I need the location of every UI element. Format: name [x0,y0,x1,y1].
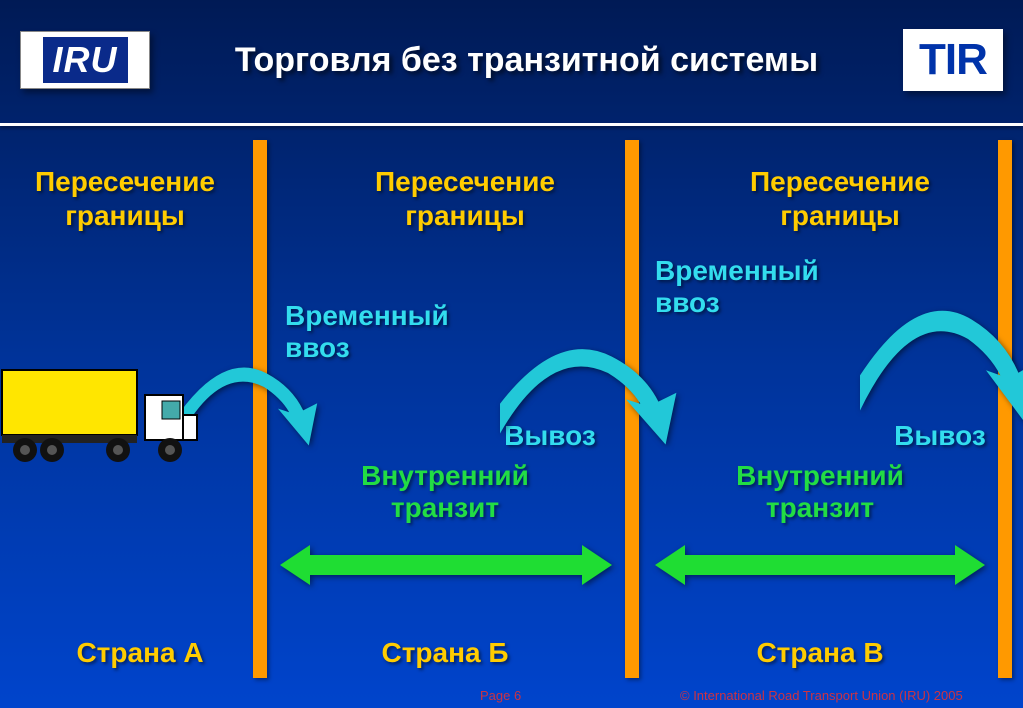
swoosh-arrow-0 [180,360,320,450]
footer-copyright: © International Road Transport Union (IR… [680,688,963,703]
crossing-label-1: Пересечениеграницы [340,165,590,232]
country-label-0: Страна А [40,637,240,669]
diagram: Пересечениеграницы Пересечениеграницы Пере… [0,140,1023,678]
swoosh-arrow-1 [500,340,680,450]
iru-logo-text: IRU [43,37,128,83]
transit-label-1: Внутреннийтранзит [675,460,965,524]
transit-arrow-1 [655,545,985,585]
country-label-2: Страна В [710,637,930,669]
swoosh-arrow-2 [860,300,1023,430]
iru-logo: IRU [20,31,150,89]
header: IRU Торговля без транзитной системы TIR [0,0,1023,120]
footer-page: Page 6 [480,688,521,703]
crossing-label-2: Пересечениеграницы [720,165,960,232]
transit-label-0: Внутреннийтранзит [300,460,590,524]
header-divider [0,123,1023,126]
truck-icon [0,365,200,465]
crossing-label-0: Пересечениеграницы [10,165,240,232]
import-label-1: Временныйввоз [655,255,855,319]
transit-arrow-0 [280,545,612,585]
slide-title: Торговля без транзитной системы [150,41,903,80]
country-label-1: Страна Б [335,637,555,669]
tir-logo-text: TIR [919,35,987,85]
import-label-0: Временныйввоз [285,300,485,364]
tir-logo: TIR [903,29,1003,91]
